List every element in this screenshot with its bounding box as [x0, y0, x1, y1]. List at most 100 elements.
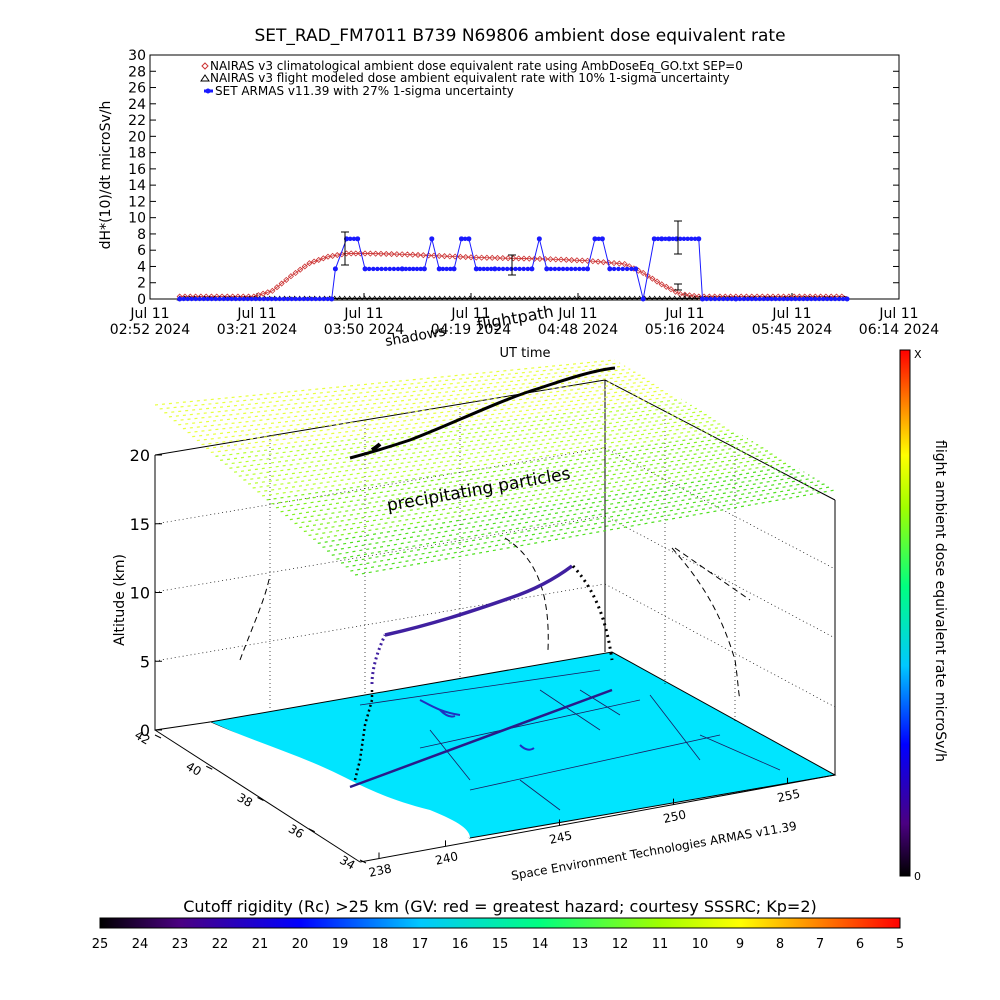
marker-armas [366, 266, 372, 272]
marker-armas [681, 236, 687, 242]
particle-row [247, 419, 718, 485]
marker-armas [757, 296, 762, 302]
colorbar-tick-label: 16 [452, 937, 469, 952]
particle-row [215, 398, 682, 457]
marker-armas [685, 236, 690, 242]
marker-armas [458, 236, 464, 242]
marker-nairas-flight [386, 295, 393, 301]
marker-nairas-flight [431, 295, 438, 301]
marker-armas [265, 296, 270, 302]
marker-armas [712, 296, 718, 302]
marker-nairas-flight [501, 295, 508, 301]
marker-armas [777, 296, 782, 302]
marker-armas [544, 266, 550, 272]
marker-nairas-climatological [315, 256, 322, 264]
marker-armas [253, 296, 258, 302]
marker-nairas-flight [336, 295, 343, 301]
longitude-tick-label: 240 [434, 849, 459, 867]
marker-nairas-flight [466, 295, 473, 301]
marker-nairas-flight [476, 295, 483, 301]
latitude-tick [154, 734, 162, 739]
marker-nairas-flight [566, 295, 573, 301]
marker-nairas-flight [521, 295, 528, 301]
marker-nairas-flight [451, 295, 458, 301]
x-tick-label-date: Jul 11 [236, 306, 276, 322]
marker-armas [828, 296, 834, 302]
latitude-tick-label: 34 [337, 853, 357, 873]
marker-nairas-flight [631, 295, 638, 301]
side-colorbar-label: flight ambient dose equivalent rate micr… [932, 440, 948, 762]
marker-nairas-flight [681, 295, 688, 301]
particle-row [299, 453, 774, 529]
marker-armas [440, 266, 446, 272]
y-tick-label: 28 [128, 64, 146, 80]
marker-armas [781, 296, 786, 302]
marker-armas [411, 266, 416, 272]
marker-armas [521, 266, 526, 272]
marker-nairas-climatological [663, 283, 670, 290]
colorbar-tick-label: 9 [736, 937, 744, 952]
side-colorbar [899, 349, 911, 877]
x-tick-label-date: Jul 11 [343, 306, 383, 322]
marker-armas [699, 296, 705, 302]
particle-row [257, 425, 728, 493]
marker-nairas-flight [541, 295, 548, 301]
marker-armas [391, 266, 397, 272]
x-tick-label-time: 05:16 2024 [645, 322, 726, 338]
marker-armas [237, 296, 242, 302]
x-tick-label-time: 03:21 2024 [217, 322, 298, 338]
marker-armas [317, 296, 322, 302]
y-tick-label: 8 [137, 227, 146, 243]
marker-armas [205, 296, 210, 302]
marker-armas [564, 266, 570, 272]
marker-armas [704, 296, 709, 302]
bottom-colorbar-label: Cutoff rigidity (Rc) >25 km (GV: red = g… [183, 897, 817, 916]
marker-armas [616, 266, 621, 272]
marker-armas [536, 236, 542, 242]
marker-nairas-climatological [589, 258, 596, 265]
colorbar-tick-label: 12 [612, 937, 629, 952]
marker-nairas-flight [676, 295, 683, 301]
particle-row [233, 410, 703, 473]
chart-title: SET_RAD_FM7011 B739 N69806 ambient dose … [254, 26, 785, 46]
marker-armas [293, 296, 298, 302]
precipitating-particles-cloud [154, 359, 836, 576]
marker-armas [285, 296, 290, 302]
marker-armas [229, 296, 234, 302]
marker-armas [577, 266, 582, 272]
particle-row [168, 368, 631, 418]
particle-row [164, 365, 626, 414]
particle-row [229, 407, 697, 469]
marker-armas [670, 236, 676, 242]
marker-armas [809, 296, 814, 302]
marker-armas [821, 296, 826, 302]
error-bar-1 [341, 231, 349, 266]
marker-armas [189, 296, 194, 302]
marker-armas [466, 236, 472, 242]
marker-armas [797, 296, 802, 302]
particle-row [261, 428, 733, 497]
marker-nairas-flight [616, 295, 623, 301]
marker-armas [785, 296, 790, 302]
marker-armas [548, 266, 554, 272]
marker-armas [379, 266, 384, 272]
side-colorbar-top-label: X [914, 348, 922, 361]
marker-armas [611, 266, 617, 272]
marker-armas [592, 236, 598, 242]
particle-row [182, 377, 646, 430]
marker-nairas-flight [511, 295, 518, 301]
legend: NAIRAS v3 climatological ambient dose eq… [200, 59, 743, 98]
side-colorbar-bottom-label: 0 [914, 870, 921, 883]
marker-armas [825, 296, 830, 302]
marker-armas [201, 296, 206, 302]
marker-armas [692, 236, 698, 242]
marker-nairas-flight [576, 295, 583, 301]
particle-row [154, 359, 616, 406]
marker-armas [741, 296, 746, 302]
marker-nairas-climatological [616, 260, 623, 267]
marker-armas [640, 296, 646, 302]
marker-nairas-flight [606, 295, 613, 301]
marker-armas [765, 296, 770, 302]
y-tick-label: 30 [128, 48, 146, 64]
marker-nairas-flight [586, 295, 593, 301]
